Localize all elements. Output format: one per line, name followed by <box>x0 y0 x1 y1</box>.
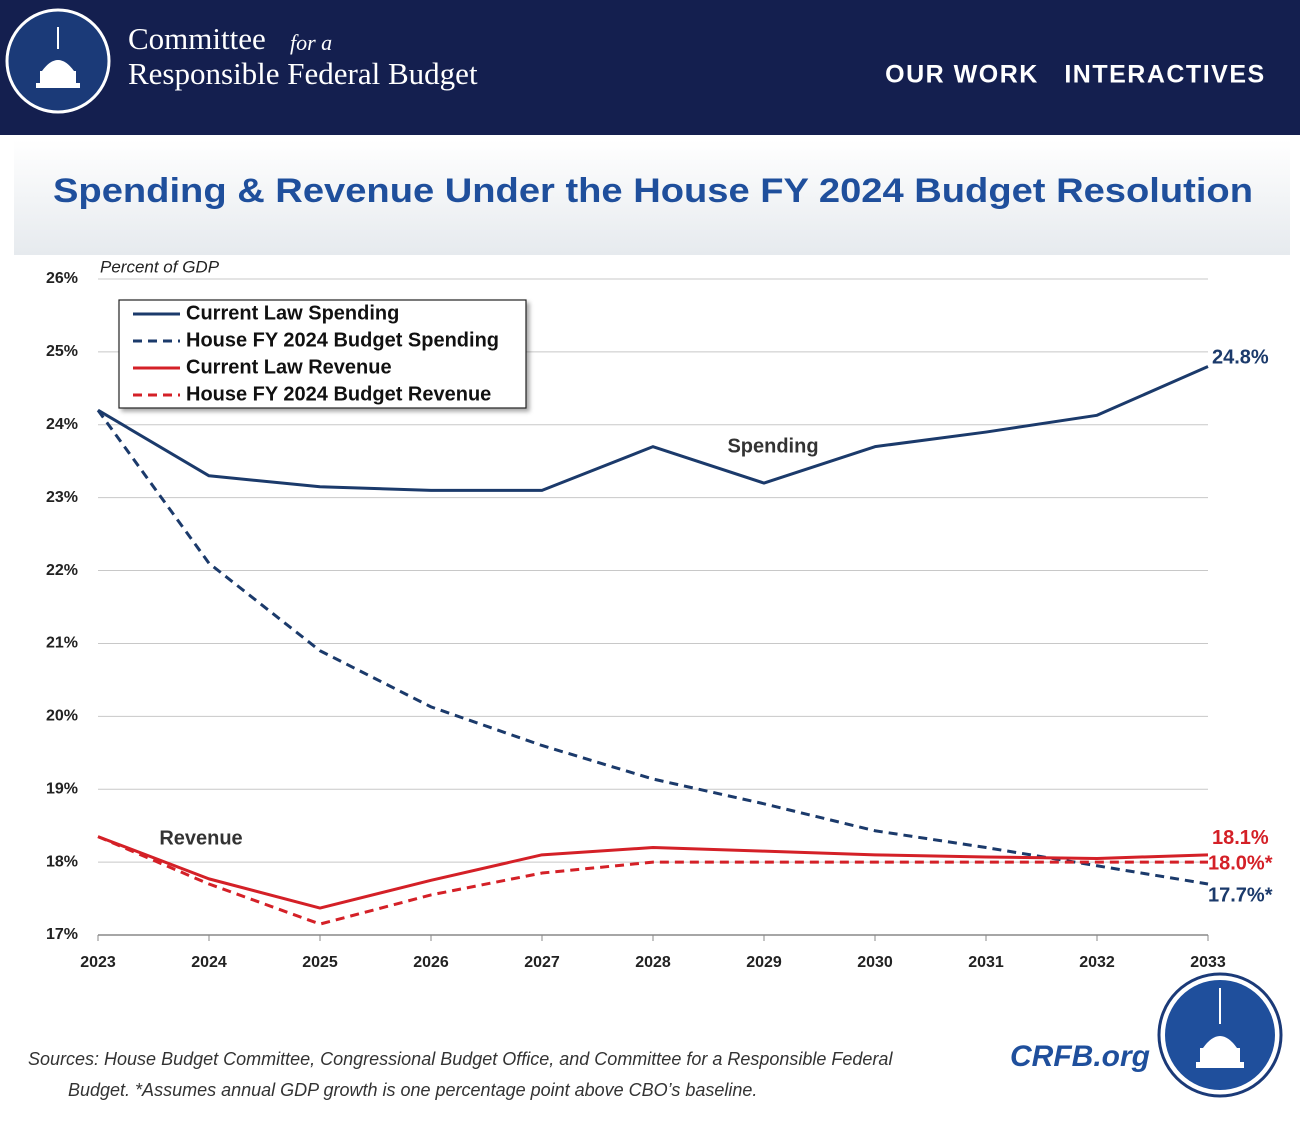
plot: 17% 18% 19% 20% 21% 22% 23% 24% 25% 26% 2023 2024 20… <box>46 270 1273 971</box>
site-name: CRFB.org <box>1010 1040 1150 1073</box>
y-tick-label: 24% <box>46 416 78 433</box>
header-logo <box>5 8 111 114</box>
nav-link[interactable]: OUR WORK <box>885 61 1039 89</box>
series-line <box>96 409 1209 886</box>
x-tick-label: 2028 <box>635 954 671 971</box>
value-label: 18.1% <box>1212 827 1269 849</box>
chart-title: Spending & Revenue Under the House FY 20… <box>53 172 1253 210</box>
source-note: Sources: House Budget Committee, Congres… <box>28 1049 893 1100</box>
series-line <box>97 365 1209 492</box>
footer-logo <box>1157 972 1283 1098</box>
x-tick-label: 2027 <box>524 954 560 971</box>
annotation: Revenue <box>159 827 242 849</box>
y-tick-label: 23% <box>46 489 78 506</box>
y-tick-label: 21% <box>46 635 78 652</box>
org-name: Responsible Federal Budget <box>128 56 478 91</box>
series-line <box>97 835 1208 926</box>
org-name: Committee <box>128 21 266 56</box>
value-label: 17.7%* <box>1208 884 1273 906</box>
y-tick-label: 26% <box>46 270 78 287</box>
x-tick-label: 2030 <box>857 954 893 971</box>
legend-label: House FY 2024 Budget Spending <box>186 329 499 351</box>
x-tick-label: 2026 <box>413 954 449 971</box>
x-tick-label: 2032 <box>1079 954 1115 971</box>
value-label: 18.0%* <box>1208 852 1273 874</box>
y-tick-label: 22% <box>46 562 78 579</box>
org-name-small: for a <box>290 30 332 55</box>
nav-link[interactable]: INTERACTIVES <box>1064 61 1265 89</box>
y-axis-label: Percent of GDP <box>100 257 220 276</box>
y-tick-label: 20% <box>46 708 78 725</box>
x-tick-label: 2029 <box>746 954 782 971</box>
y-tick-label: 25% <box>46 343 78 360</box>
y-tick-label: 17% <box>46 926 78 943</box>
x-tick-label: 2031 <box>968 954 1004 971</box>
y-tick-label: 18% <box>46 853 78 870</box>
legend-box <box>118 299 527 409</box>
x-tick-label: 2024 <box>191 954 227 971</box>
legend-label: Current Law Spending <box>186 302 399 324</box>
y-tick-label: 19% <box>46 780 78 797</box>
legend: Current Law Spending House FY 2024 Budget… <box>118 299 527 409</box>
header-bar <box>0 0 1300 135</box>
x-tick-label: 2025 <box>302 954 338 971</box>
legend-label: Current Law Revenue <box>186 356 392 378</box>
title-band <box>14 140 1290 255</box>
series-line <box>97 835 1209 910</box>
annotation: Spending <box>727 435 818 457</box>
value-label: 24.8% <box>1212 347 1269 369</box>
x-tick-label: 2033 <box>1190 954 1226 971</box>
x-tick-label: 2023 <box>80 954 116 971</box>
legend-label: House FY 2024 Budget Revenue <box>186 383 491 405</box>
